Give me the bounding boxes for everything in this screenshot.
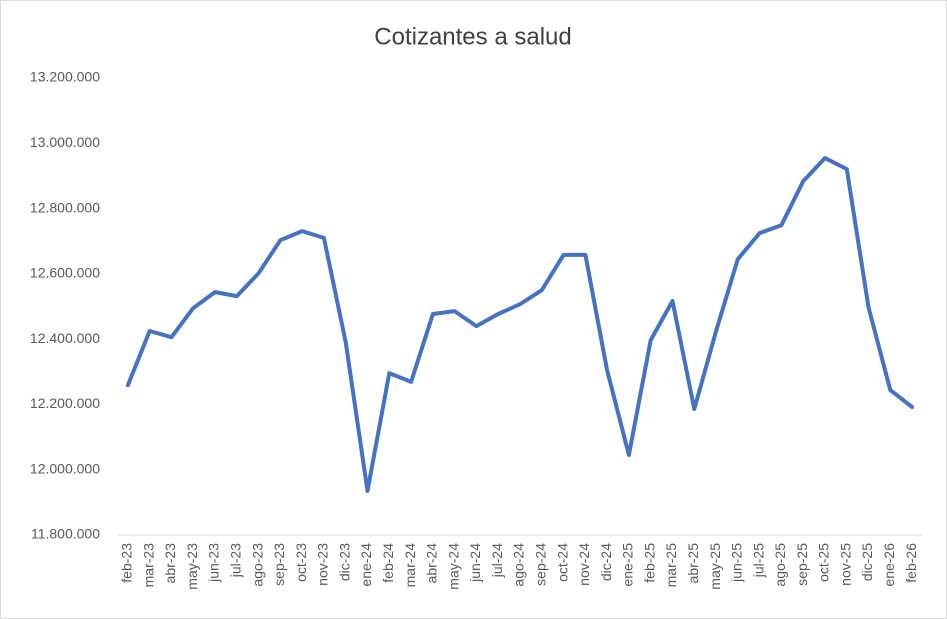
x-tick-label: jul-23 (228, 543, 244, 578)
y-tick-label: 12.400.000 (30, 330, 100, 346)
x-tick-label: nov-24 (576, 543, 592, 586)
x-tick-label: dic-25 (859, 543, 875, 581)
chart-title: Cotizantes a salud (374, 23, 571, 50)
x-tick-label: jun-23 (206, 543, 222, 583)
y-tick-label: 12.600.000 (30, 265, 100, 281)
x-tick-label: jun-25 (729, 543, 745, 583)
y-tick-label: 13.200.000 (30, 69, 100, 85)
x-tick-label: sep-25 (794, 543, 810, 586)
x-tick-label: feb-23 (119, 543, 135, 583)
x-tick-label: jul-25 (750, 543, 766, 578)
x-tick-label: abr-24 (424, 543, 440, 584)
x-tick-label: sep-24 (532, 543, 548, 586)
x-tick-label: nov-25 (837, 543, 853, 586)
x-tick-label: mar-23 (140, 543, 156, 588)
x-tick-label: ene-24 (358, 543, 374, 587)
x-tick-label: jul-24 (489, 543, 505, 578)
x-tick-label: ago-24 (511, 543, 527, 587)
x-tick-label: may-24 (445, 543, 461, 590)
x-tick-label: nov-23 (315, 543, 331, 586)
y-tick-label: 12.800.000 (30, 199, 100, 215)
x-tick-label: mar-25 (663, 543, 679, 588)
x-tick-label: abr-23 (162, 543, 178, 584)
x-tick-label: feb-25 (641, 543, 657, 583)
x-tick-label: oct-25 (816, 543, 832, 582)
y-tick-label: 13.000.000 (30, 134, 100, 150)
x-tick-label: jun-24 (467, 543, 483, 583)
x-tick-label: ago-25 (772, 543, 788, 587)
x-tick-label: mar-24 (402, 543, 418, 588)
y-tick-label: 11.800.000 (31, 526, 100, 542)
x-tick-label: feb-24 (380, 543, 396, 583)
x-tick-label: oct-24 (554, 543, 570, 582)
x-tick-label: ago-23 (249, 543, 265, 587)
x-tick-label: oct-23 (293, 543, 309, 582)
x-tick-label: dic-24 (598, 543, 614, 581)
x-tick-label: ene-26 (881, 543, 897, 587)
x-tick-label: feb-26 (903, 543, 919, 583)
x-tick-label: may-23 (184, 543, 200, 590)
data-line (125, 156, 915, 493)
y-tick-label: 12.200.000 (30, 395, 100, 411)
x-tick-label: may-25 (707, 543, 723, 590)
x-tick-label: sep-23 (271, 543, 287, 586)
x-tick-label: abr-25 (685, 543, 701, 584)
y-tick-label: 12.000.000 (30, 460, 100, 476)
x-tick-label: ene-25 (620, 543, 636, 587)
x-tick-label: dic-23 (336, 543, 352, 581)
